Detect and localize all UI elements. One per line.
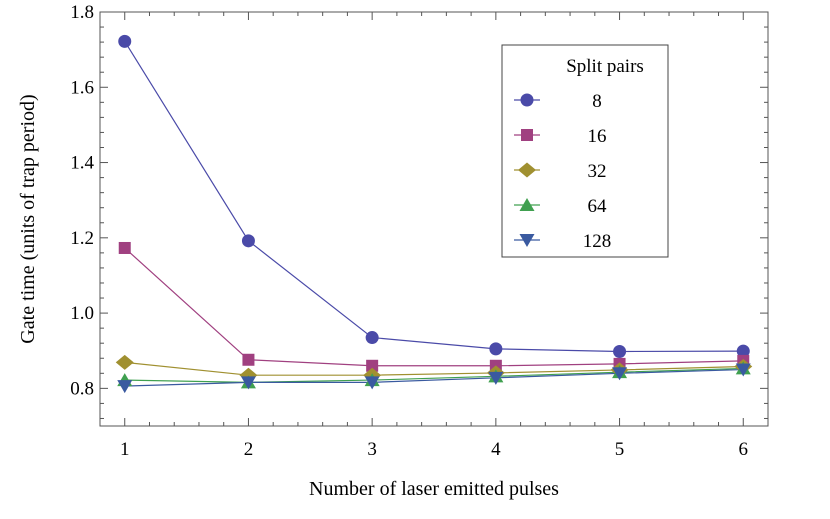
data-point-16 — [366, 359, 379, 372]
data-point-16 — [118, 241, 131, 254]
data-point-8 — [241, 234, 255, 248]
legend: Split pairs 8 16 32 64 128 — [501, 44, 669, 258]
series-line-8 — [124, 41, 744, 353]
x-tick-label: 1 — [120, 439, 130, 460]
y-tick-label: 1.4 — [70, 153, 94, 174]
y-tick-label: 0.8 — [70, 378, 94, 399]
x-tick-label: 4 — [491, 439, 501, 460]
data-point-8 — [736, 344, 750, 358]
data-point-128 — [364, 376, 380, 390]
legend-items: 8 16 32 64 128 — [514, 91, 611, 252]
series-markers — [115, 34, 753, 394]
legend-title: Split pairs — [566, 56, 644, 77]
x-axis-title: Number of laser emitted pulses — [309, 478, 559, 500]
data-point-128 — [117, 380, 133, 394]
legend-marker-8 — [520, 93, 534, 107]
plot-frame — [99, 11, 769, 427]
x-tick-label: 2 — [244, 439, 254, 460]
data-point-8 — [118, 34, 132, 48]
y-axis-title: Gate time (units of trap period) — [17, 94, 39, 343]
legend-label-8: 8 — [592, 91, 602, 112]
data-point-16 — [242, 353, 255, 366]
axis-ticks — [99, 11, 769, 426]
legend-marker-128 — [519, 234, 535, 247]
data-point-128 — [240, 376, 256, 390]
legend-label-64: 64 — [588, 196, 608, 217]
data-point-8 — [489, 342, 503, 356]
x-tick-label: 3 — [367, 439, 377, 460]
x-tick-label: 5 — [615, 439, 625, 460]
legend-marker-32 — [518, 162, 536, 178]
data-point-32 — [115, 354, 134, 370]
series-line-64 — [124, 367, 744, 383]
legend-label-16: 16 — [588, 126, 607, 147]
y-tick-label: 1.2 — [70, 228, 94, 249]
series-line-32 — [124, 361, 744, 376]
legend-label-32: 32 — [588, 161, 607, 182]
data-point-128 — [488, 371, 504, 385]
x-tick-label: 6 — [739, 439, 749, 460]
tick-labels: 1 2 3 4 5 6 0.8 1.0 1.2 1.4 1.6 1.8 — [70, 2, 748, 460]
legend-marker-64 — [519, 198, 535, 211]
data-point-128 — [612, 367, 628, 381]
data-point-8 — [365, 331, 379, 345]
data-point-128 — [735, 363, 751, 377]
legend-label-128: 128 — [583, 231, 612, 252]
legend-marker-16 — [521, 129, 533, 141]
data-point-8 — [613, 344, 627, 358]
y-tick-label: 1.8 — [70, 2, 94, 23]
y-tick-label: 1.0 — [70, 303, 94, 324]
y-tick-label: 1.6 — [70, 77, 94, 98]
legend-box — [501, 44, 669, 258]
series-lines — [124, 41, 744, 387]
series-line-16 — [124, 247, 744, 367]
series-line-128 — [124, 368, 744, 387]
